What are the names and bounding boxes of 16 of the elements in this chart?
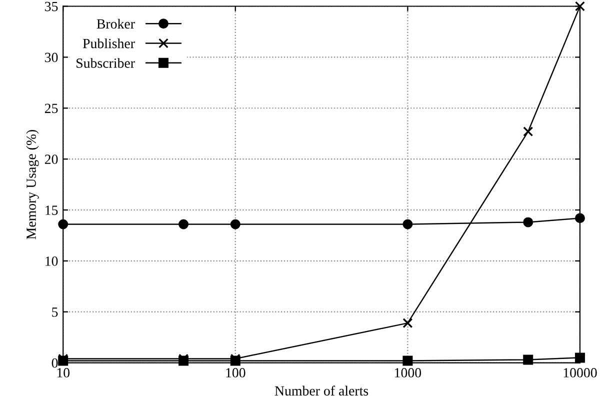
y-tick-label: 25 bbox=[44, 104, 58, 114]
y-tick-label: 0 bbox=[52, 358, 58, 368]
x-tick-label: 10000 bbox=[564, 368, 597, 378]
y-tick-label: 10 bbox=[46, 256, 58, 266]
y-tick-label: 30 bbox=[45, 52, 58, 62]
legend-label: Publisher bbox=[82, 38, 135, 48]
y-tick-label: 5 bbox=[52, 308, 58, 317]
x-tick-label: 1000 bbox=[395, 368, 422, 378]
y-tick-label: 35 bbox=[45, 2, 58, 12]
y-tick-label: 20 bbox=[44, 154, 58, 164]
legend-label: Subscriber bbox=[76, 58, 135, 68]
y-axis-title: Memory Usage (%) bbox=[26, 130, 39, 240]
x-axis-title: Number of alerts bbox=[274, 386, 368, 396]
x-tick-label: 100 bbox=[226, 368, 246, 378]
legend-label: Broker bbox=[96, 18, 135, 29]
y-tick-label: 15 bbox=[46, 206, 58, 215]
